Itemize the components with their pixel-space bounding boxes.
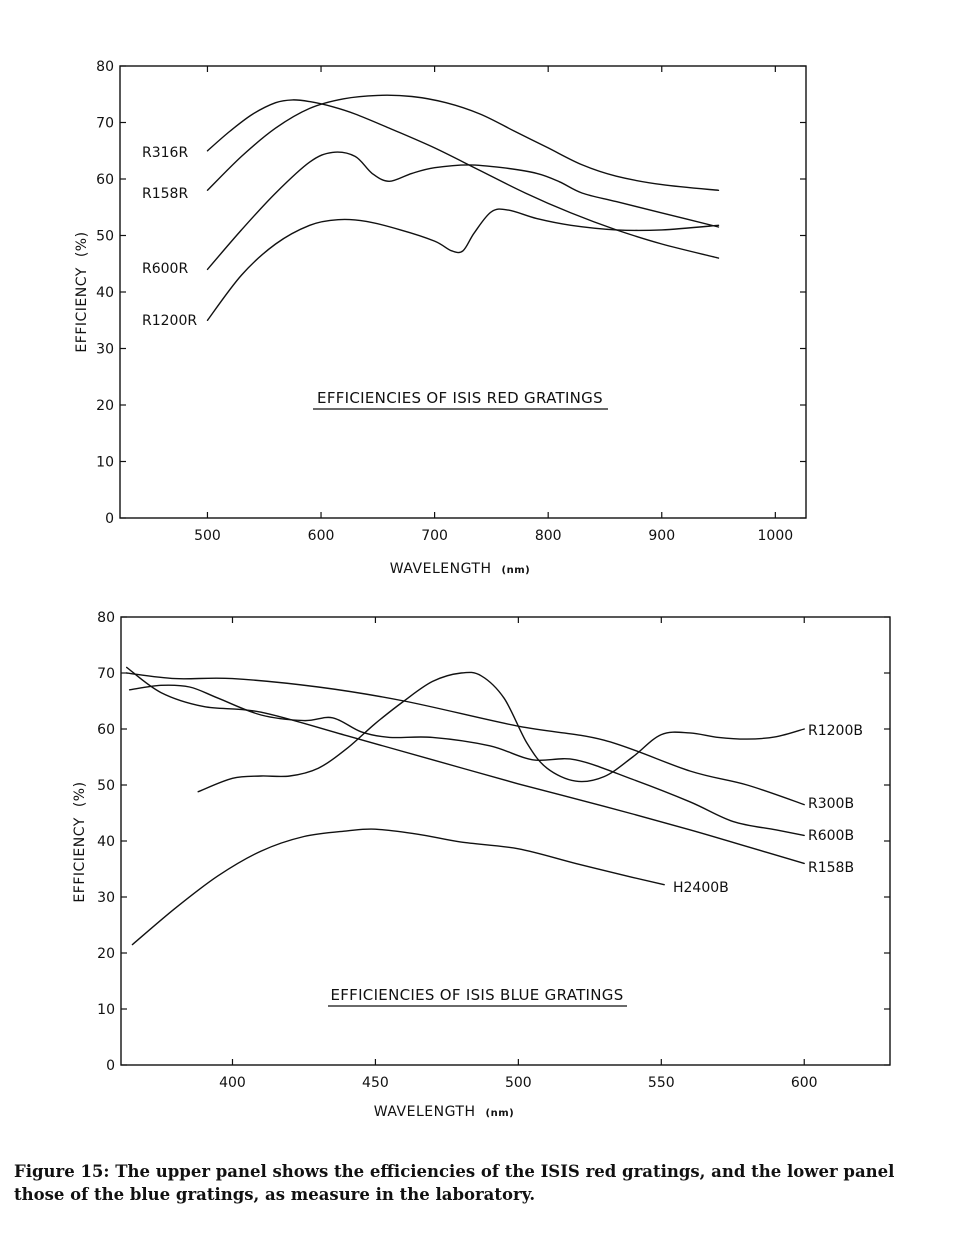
blue-x-tick-label: 450 bbox=[362, 1075, 389, 1091]
blue-curve-label-r300b: R300B bbox=[808, 796, 854, 812]
red-curve-r158r bbox=[206, 94, 720, 191]
blue-curve-r300b bbox=[126, 672, 805, 806]
red-curve-label-r158r: R158R bbox=[142, 186, 188, 202]
red-curve-r1200r bbox=[206, 208, 720, 321]
red-curve-label-r316r: R316R bbox=[142, 145, 188, 161]
caption-line-1: Figure 15: The upper panel shows the eff… bbox=[14, 1162, 895, 1181]
red-chart-title: EFFICIENCIES OF ISIS RED GRATINGS bbox=[317, 389, 603, 407]
red-x-tick-label: 600 bbox=[308, 528, 335, 544]
blue-y-axis-label: EFFICIENCY(%) bbox=[72, 781, 88, 902]
red-y-tick-label: 50 bbox=[96, 229, 114, 245]
blue-y-tick-label: 80 bbox=[97, 610, 115, 626]
red-curve-r600r bbox=[206, 151, 720, 271]
blue-gratings-chart: 0 10 20 30 40 50 60 70 80 400 450 500 550 600 WAVELENG… bbox=[72, 610, 891, 1120]
blue-curve-r1200b bbox=[197, 671, 805, 793]
blue-x-tick-label: 550 bbox=[648, 1075, 675, 1091]
red-y-tick-label: 20 bbox=[96, 398, 114, 414]
blue-y-tick-label: 40 bbox=[97, 834, 115, 850]
red-y-tick-label: 40 bbox=[96, 285, 114, 301]
red-y-tick-label: 70 bbox=[96, 116, 114, 132]
blue-curve-label-r158b: R158B bbox=[808, 860, 854, 876]
red-x-axis-label: WAVELENGTH (nm) bbox=[390, 561, 530, 577]
blue-x-axis-label: WAVELENGTH (nm) bbox=[374, 1104, 514, 1120]
blue-y-tick-label: 30 bbox=[97, 890, 115, 906]
blue-y-tick-label: 70 bbox=[97, 666, 115, 682]
red-x-tick-label: 700 bbox=[421, 528, 448, 544]
red-curve-label-r1200r: R1200R bbox=[142, 313, 197, 329]
red-y-tick-label: 80 bbox=[96, 59, 114, 75]
blue-curve-label-r600b: R600B bbox=[808, 828, 854, 844]
blue-curve-r158b bbox=[126, 666, 805, 865]
red-y-tick-label: 0 bbox=[105, 511, 114, 527]
blue-x-tick-label: 500 bbox=[505, 1075, 532, 1091]
blue-curve-label-r1200b: R1200B bbox=[808, 723, 863, 739]
red-x-tick-label: 500 bbox=[194, 528, 221, 544]
red-y-tick-label: 30 bbox=[96, 342, 114, 358]
blue-curve-label-h2400b: H2400B bbox=[673, 880, 729, 896]
red-y-tick-label: 10 bbox=[96, 455, 114, 471]
figure-caption: Figure 15: The upper panel shows the eff… bbox=[14, 1160, 939, 1206]
red-x-tick-label: 1000 bbox=[758, 528, 794, 544]
red-x-tick-label: 900 bbox=[648, 528, 675, 544]
caption-line-2: those of the blue gratings, as measure i… bbox=[14, 1185, 536, 1204]
blue-y-tick-label: 20 bbox=[97, 946, 115, 962]
blue-curve-h2400b bbox=[131, 828, 665, 946]
red-y-tick-label: 60 bbox=[96, 172, 114, 188]
blue-y-tick-label: 50 bbox=[97, 778, 115, 794]
blue-y-tick-label: 60 bbox=[97, 722, 115, 738]
red-x-tick-label: 800 bbox=[535, 528, 562, 544]
blue-x-tick-label: 600 bbox=[791, 1075, 818, 1091]
blue-x-tick-label: 400 bbox=[219, 1075, 246, 1091]
blue-chart-title: EFFICIENCIES OF ISIS BLUE GRATINGS bbox=[330, 986, 623, 1004]
red-y-axis-label: EFFICIENCY(%) bbox=[74, 231, 90, 352]
blue-curve-r600b bbox=[128, 684, 805, 837]
red-curve-r316r bbox=[206, 99, 720, 259]
red-curve-label-r600r: R600R bbox=[142, 261, 188, 277]
blue-y-tick-label: 0 bbox=[106, 1058, 115, 1074]
red-gratings-chart: 0 10 20 30 40 50 60 70 80 500 600 700 800 900 1000 WAVE… bbox=[74, 59, 807, 577]
blue-y-tick-label: 10 bbox=[97, 1002, 115, 1018]
